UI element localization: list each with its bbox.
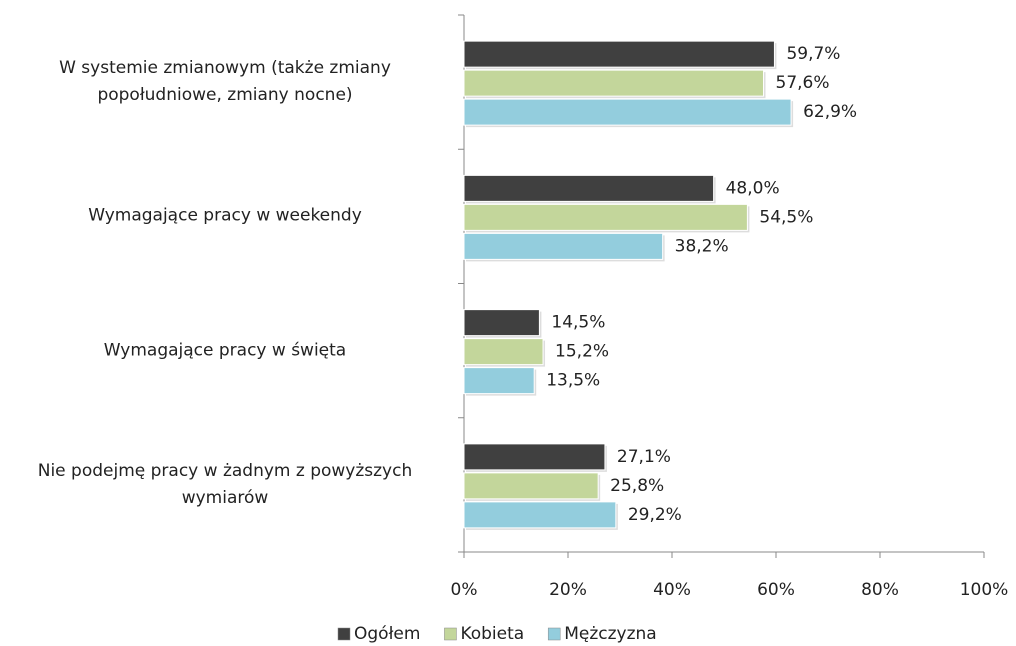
bar [463, 174, 715, 202]
bar [463, 69, 765, 97]
value-label: 13,5% [546, 371, 600, 391]
value-label: 25,8% [610, 476, 664, 496]
category-label: Nie podejmę pracy w żadnym z powyższych … [37, 460, 413, 508]
value-label: 59,7% [786, 44, 840, 64]
value-label: 15,2% [555, 342, 609, 362]
x-tick-label: 100% [960, 580, 1009, 600]
value-label: 38,2% [675, 236, 729, 256]
value-label: 29,2% [628, 505, 682, 525]
legend-label: Mężczyzna [564, 624, 657, 644]
bar [463, 367, 535, 395]
bar [463, 232, 664, 260]
legend-swatch [547, 627, 561, 641]
bar [463, 501, 617, 529]
legend-label: Ogółem [354, 624, 420, 644]
value-label: 27,1% [617, 447, 671, 467]
legend-swatch [444, 627, 457, 641]
bar [463, 40, 775, 68]
value-label: 62,9% [803, 102, 857, 122]
value-label: 48,0% [726, 178, 780, 198]
bar [463, 203, 748, 231]
x-tick-label: 40% [653, 580, 691, 600]
bar [463, 472, 599, 500]
x-tick-label: 0% [451, 580, 478, 600]
bar [463, 443, 606, 471]
value-label: 57,6% [776, 73, 830, 93]
bar [463, 98, 792, 126]
legend-label: Kobieta [460, 624, 524, 644]
value-label: 54,5% [759, 207, 813, 227]
category-label: Wymagające pracy w święta [103, 340, 347, 361]
bar [463, 338, 544, 366]
category-label: Wymagające pracy w weekendy [88, 205, 362, 226]
legend-swatch [337, 627, 351, 641]
bar [463, 309, 540, 337]
x-tick-label: 80% [861, 580, 899, 600]
value-label: 14,5% [551, 313, 605, 333]
category-label: W systemie zmianowym (także zmiany popoł… [59, 58, 391, 106]
x-tick-label: 60% [757, 580, 795, 600]
x-tick-label: 20% [549, 580, 587, 600]
